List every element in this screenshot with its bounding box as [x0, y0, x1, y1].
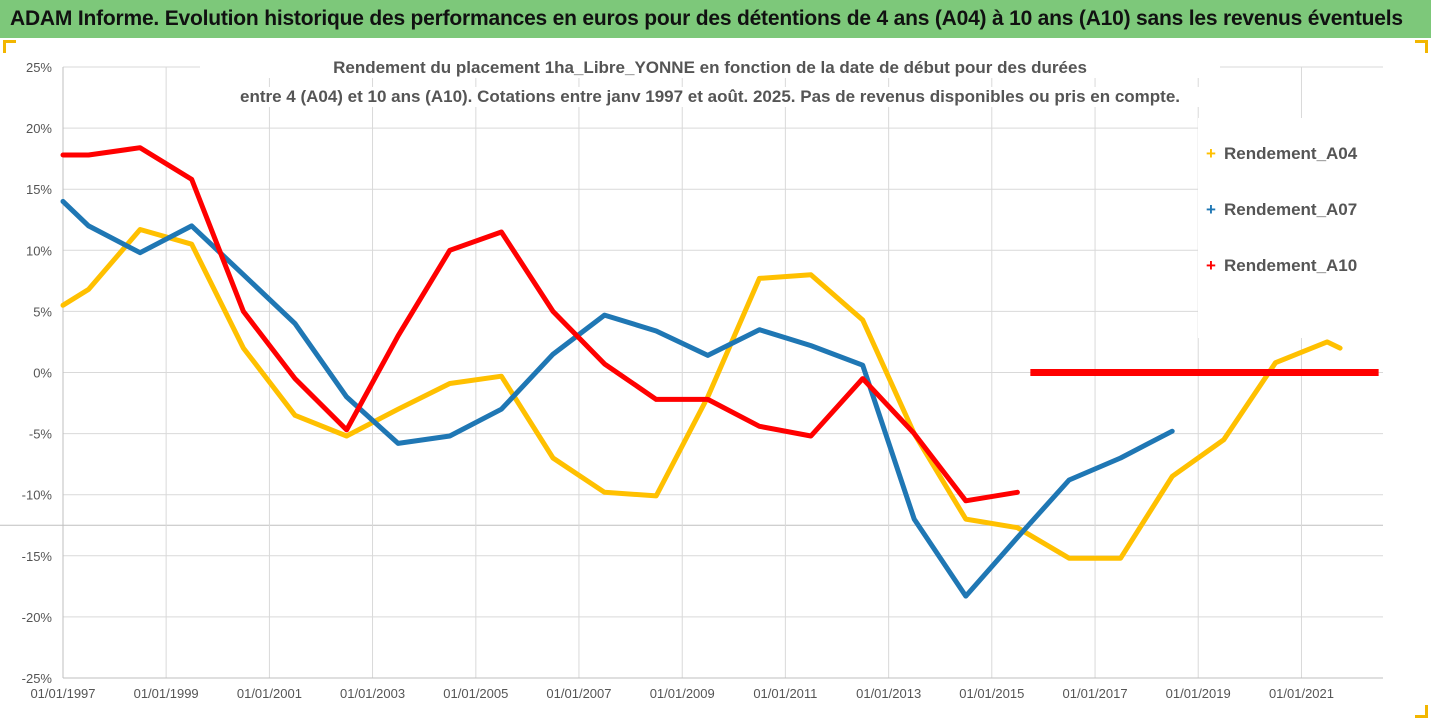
- legend-item-a07: + Rendement_A07: [1206, 200, 1357, 220]
- y-tick-label: 20%: [26, 121, 52, 136]
- legend-label-a07: Rendement_A07: [1224, 200, 1358, 219]
- y-tick-label: 25%: [26, 60, 52, 75]
- x-tick-label: 01/01/2013: [856, 686, 921, 701]
- x-tick-label: 01/01/2017: [1063, 686, 1128, 701]
- legend-item-a10: + Rendement_A10: [1206, 256, 1357, 276]
- chart-legend: + Rendement_A04 + Rendement_A07 + Rendement…: [1198, 118, 1388, 338]
- y-tick-label: -25%: [22, 671, 53, 686]
- x-tick-label: 01/01/2021: [1269, 686, 1334, 701]
- chart: 25%20%15%10%5%0%-5%-10%-15%-20%-25%01/01…: [0, 60, 1383, 701]
- chart-title-line2: entre 4 (A04) et 10 ans (A10). Cotations…: [200, 87, 1220, 107]
- chart-title-line1: Rendement du placement 1ha_Libre_YONNE e…: [200, 58, 1220, 78]
- y-tick-label: -10%: [22, 488, 53, 503]
- report-banner: ADAM Informe. Evolution historique des p…: [0, 0, 1431, 38]
- legend-label-a04: Rendement_A04: [1224, 144, 1358, 163]
- corner-accent-top-right: [1415, 40, 1428, 53]
- x-tick-label: 01/01/2007: [546, 686, 611, 701]
- series-line-rendement_a10: [60, 145, 1020, 504]
- y-tick-label: -20%: [22, 610, 53, 625]
- legend-marker-a10: +: [1206, 256, 1216, 275]
- series-line-rendement_a07: [60, 198, 1175, 599]
- legend-marker-a07: +: [1206, 200, 1216, 219]
- corner-accent-top-left: [3, 40, 16, 53]
- x-tick-label: 01/01/2015: [959, 686, 1024, 701]
- x-tick-label: 01/01/1999: [134, 686, 199, 701]
- legend-label-a10: Rendement_A10: [1224, 256, 1358, 275]
- y-tick-label: 5%: [33, 304, 52, 319]
- y-tick-label: -5%: [29, 427, 53, 442]
- x-tick-label: 01/01/2005: [443, 686, 508, 701]
- legend-item-a04: + Rendement_A04: [1206, 144, 1357, 164]
- x-tick-label: 01/01/2019: [1166, 686, 1231, 701]
- report-title: ADAM Informe. Evolution historique des p…: [10, 7, 1403, 30]
- corner-accent-bottom-right: [1415, 705, 1428, 718]
- x-tick-label: 01/01/2003: [340, 686, 405, 701]
- x-tick-label: 01/01/2009: [650, 686, 715, 701]
- y-tick-label: 0%: [33, 366, 52, 381]
- x-tick-label: 01/01/2001: [237, 686, 302, 701]
- x-tick-label: 01/01/2011: [753, 686, 817, 701]
- y-tick-label: -15%: [22, 549, 53, 564]
- series-line-rendement_a04: [60, 227, 1343, 561]
- x-tick-label: 01/01/1997: [30, 686, 95, 701]
- y-tick-label: 10%: [26, 243, 52, 258]
- legend-marker-a04: +: [1206, 144, 1216, 163]
- y-tick-label: 15%: [26, 182, 52, 197]
